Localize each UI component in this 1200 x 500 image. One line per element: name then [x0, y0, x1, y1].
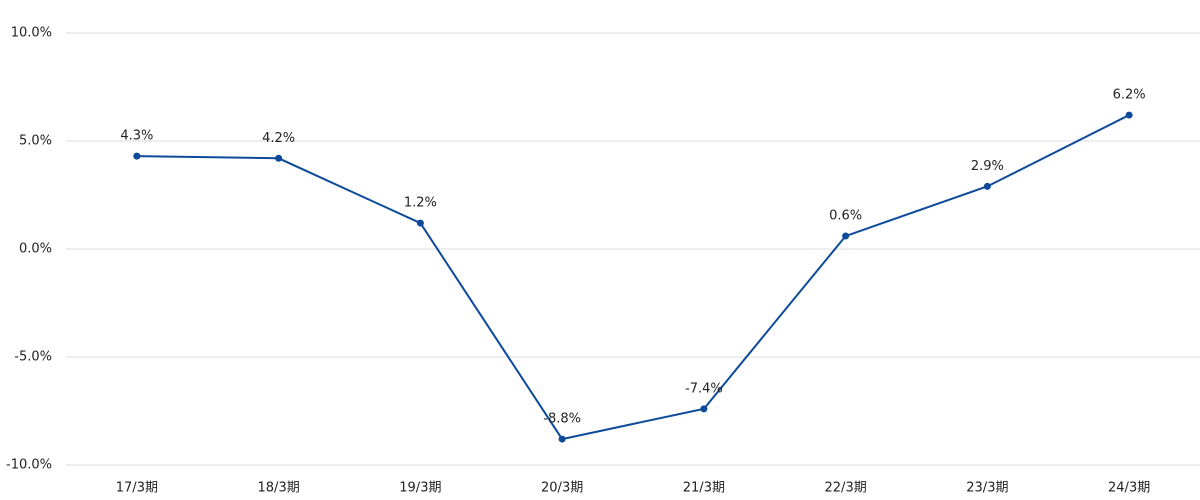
point: [842, 232, 850, 240]
x-tick-label: 22/3期: [825, 481, 867, 496]
data-label: 0.6%: [829, 209, 862, 224]
x-tick-label: 24/3期: [1108, 481, 1150, 496]
point: [275, 154, 283, 162]
data-label: 4.3%: [120, 129, 153, 144]
point: [1125, 111, 1133, 119]
line: [136, 114, 1130, 441]
data-label: 4.2%: [262, 131, 295, 146]
point: [983, 182, 991, 190]
x-tick-label: 19/3期: [399, 481, 441, 496]
data-label: -8.8%: [543, 412, 581, 427]
point: [700, 405, 708, 413]
y-tick-label: 10.0%: [11, 26, 52, 41]
x-tick-label: 23/3期: [966, 481, 1008, 496]
point: [133, 152, 141, 160]
data-label: 2.9%: [971, 159, 1004, 174]
data-label: -7.4%: [685, 381, 723, 396]
x-tick-label: 17/3期: [116, 481, 158, 496]
y-tick-label: 0.0%: [19, 242, 52, 257]
point: [558, 435, 566, 443]
y-tick-label: -10.0%: [6, 458, 52, 473]
point: [416, 219, 424, 227]
data-label: 1.2%: [404, 196, 437, 211]
y-tick-label: 5.0%: [19, 134, 52, 149]
y-tick-label: -5.0%: [14, 350, 52, 365]
x-tick-label: 20/3期: [541, 481, 583, 496]
x-tick-label: 21/3期: [683, 481, 725, 496]
data-label: 6.2%: [1113, 88, 1146, 103]
x-tick-label: 18/3期: [258, 481, 300, 496]
